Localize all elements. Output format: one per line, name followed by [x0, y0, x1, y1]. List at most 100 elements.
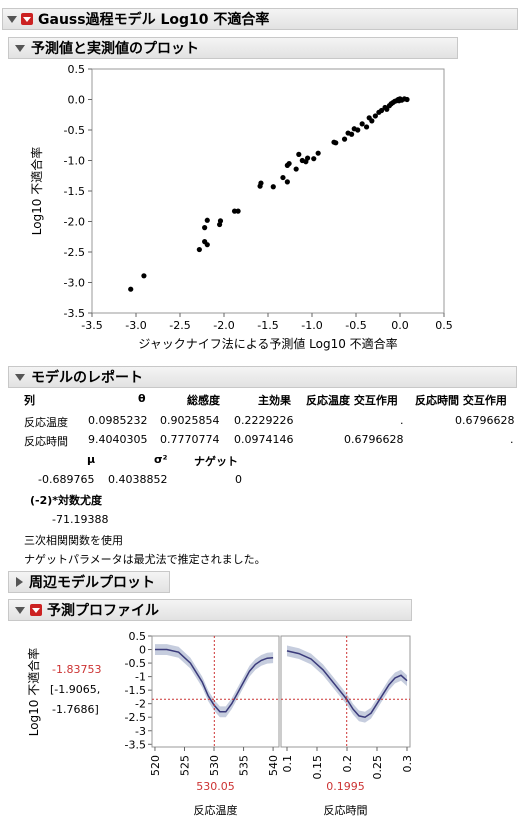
data-point	[284, 179, 290, 185]
y-axis-title: Log10 不適合率	[29, 147, 44, 236]
data-point	[363, 124, 370, 130]
row-time-interaction: 0.6796628	[455, 414, 515, 427]
red-menu-icon[interactable]	[30, 604, 42, 616]
loglik-value: -71.19388	[52, 513, 109, 526]
data-point	[341, 136, 348, 142]
profiler-x-tick-label: 540	[267, 755, 280, 776]
data-point	[359, 121, 365, 127]
profiler-x-tick-label: 530	[208, 755, 221, 776]
row-temp-interaction: .	[400, 414, 404, 427]
y-tick-label: -3.0	[64, 277, 85, 290]
actual-vs-predicted-chart: -3.5 -3.0 -2.5 -2.0 -1.5 -1.0 -0.5 0.0 0.5 0.5 0.0…	[29, 63, 453, 351]
y-tick-label: -2.5	[64, 246, 85, 259]
y-tick-label: -1.5	[64, 185, 85, 198]
data-point	[333, 140, 339, 146]
scatter-section-header[interactable]: 予測値と実測値のプロット	[8, 37, 458, 59]
param-value-nugget: 0	[235, 473, 242, 486]
profiler-y-tick-label: -2	[135, 698, 146, 711]
data-point	[378, 107, 385, 114]
data-point	[384, 106, 390, 112]
data-point	[235, 208, 241, 214]
data-point	[372, 113, 378, 119]
y-tick-label: -0.5	[64, 124, 85, 137]
x-tick-label: -2.0	[213, 319, 234, 332]
profiler-y-tick-label: -1	[135, 671, 146, 684]
profiler-y-tick-label: 0	[139, 644, 146, 657]
x-axis-title: ジャックナイフ法による予測値 Log10 不適合率	[138, 336, 397, 351]
param-header-mu: μ	[87, 453, 96, 466]
profiler-x-tick-label: 0.3	[401, 755, 414, 773]
row-main-effect: 0.2229226	[234, 414, 294, 427]
profiler-y-tick-label: -0.5	[125, 657, 146, 670]
data-point	[404, 96, 410, 103]
marginal-plot-header[interactable]: 周辺モデルプロット	[8, 571, 170, 593]
model-report-title: モデルのレポート	[31, 370, 143, 386]
row-theta: 0.0985232	[88, 414, 148, 427]
profiler-y-tick-label: -3.5	[125, 738, 146, 751]
loglik-label: (-2)*対数尤度	[30, 494, 103, 507]
row-theta: 9.4040305	[88, 433, 148, 446]
data-point	[349, 131, 355, 137]
row-temp-interaction: 0.6796628	[344, 433, 404, 446]
data-point	[315, 150, 321, 156]
profiler-x-tick-label: 0.1	[281, 755, 294, 773]
profiler-x-tick-label: 0.2	[341, 755, 354, 773]
collapse-triangle-icon[interactable]	[7, 15, 17, 23]
collapse-triangle-icon[interactable]	[15, 44, 25, 52]
profiler-x-tick-label: 0.25	[371, 755, 384, 780]
data-point	[296, 151, 302, 157]
data-point	[280, 174, 286, 181]
x-tick-label: -2.5	[169, 319, 190, 332]
y-tick-label: 0.0	[68, 94, 86, 107]
data-point	[305, 155, 311, 161]
profiler-current-x: 530.05	[196, 780, 235, 793]
data-point	[258, 180, 264, 186]
param-value-sigma: 0.4038852	[108, 473, 168, 486]
profiler-y-tick-label: -3	[135, 725, 146, 738]
report-header[interactable]: Gauss過程モデル Log10 不適合率	[2, 8, 518, 30]
x-tick-label: -1.0	[301, 319, 322, 332]
row-time-interaction: .	[510, 433, 514, 446]
col-header-column: 列	[24, 394, 35, 407]
profiler-current-x: 0.1995	[326, 780, 365, 793]
profiler-y-tick-label: -1.5	[125, 684, 146, 697]
profiler-x-tick-label: 520	[149, 755, 162, 776]
x-tick-label: 0.0	[391, 319, 409, 332]
data-point	[270, 184, 276, 190]
collapse-triangle-icon[interactable]	[15, 606, 25, 614]
profiler-header[interactable]: 予測プロファイル	[8, 599, 412, 621]
profiler-y-tick-label: 0.5	[129, 630, 147, 643]
data-point	[355, 127, 361, 133]
profiler-ci-high: -1.7686]	[52, 703, 99, 716]
data-point	[141, 273, 147, 279]
red-menu-icon[interactable]	[21, 13, 33, 25]
profiler-y-axis-title: Log10 不適合率	[26, 648, 41, 737]
y-tick-label: -2.0	[64, 216, 85, 229]
profiler-x-tick-label: 535	[238, 755, 251, 776]
model-report-header[interactable]: モデルのレポート	[8, 366, 517, 388]
profiler-x-tick-label: 525	[178, 755, 191, 776]
profiler-current-value: -1.83753	[52, 663, 102, 676]
x-tick-label: -3.5	[81, 319, 102, 332]
expand-triangle-icon[interactable]	[16, 577, 23, 587]
y-tick-label: -3.5	[64, 307, 85, 320]
y-tick-label: -1.0	[64, 155, 85, 168]
data-point	[202, 225, 208, 231]
data-point	[311, 156, 317, 162]
data-point	[286, 160, 292, 167]
prediction-curve	[286, 650, 408, 719]
data-point	[293, 166, 299, 172]
collapse-triangle-icon[interactable]	[15, 373, 25, 381]
scatter-section-title: 予測値と実測値のプロット	[31, 41, 199, 57]
col-header-main-effect: 主効果	[258, 394, 291, 407]
param-value-mu: -0.689765	[38, 473, 95, 486]
col-header-temp-interaction: 反応温度 交互作用	[306, 394, 398, 407]
confidence-band	[155, 644, 274, 718]
nugget-note: ナゲットパラメータは最尤法で推定されました。	[24, 553, 266, 566]
col-header-total-sensitivity: 総感度	[187, 394, 220, 407]
profiler-ci-low: [-1.9065,	[50, 683, 101, 696]
profiler-x-tick-label: 0.15	[311, 755, 324, 780]
marginal-plot-title: 周辺モデルプロット	[29, 575, 155, 591]
data-point	[204, 217, 210, 223]
